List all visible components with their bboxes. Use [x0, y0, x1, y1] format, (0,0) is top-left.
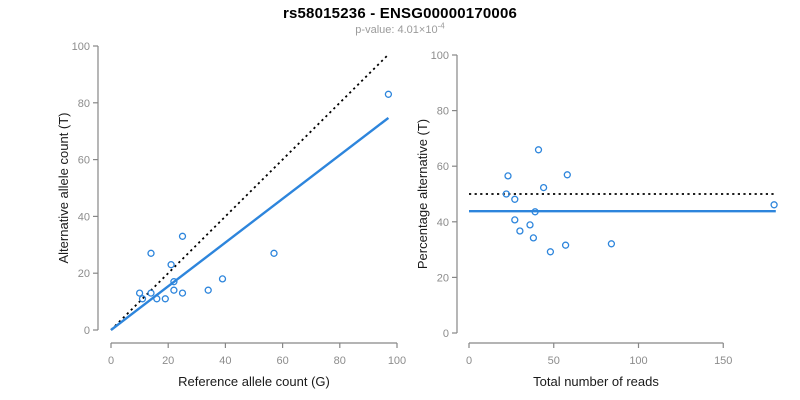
fitted-proportion-line — [110, 116, 390, 331]
x-tick-label: 0 — [466, 355, 472, 367]
data-point — [161, 295, 169, 303]
x-tick-label: 20 — [162, 355, 174, 367]
y-tick-label: 100 — [431, 50, 449, 62]
x-tick-label: 100 — [388, 355, 406, 367]
y-tick-label: 20 — [78, 268, 90, 280]
p-value-label: p-value: — [355, 24, 395, 36]
right-x-axis-title: Total number of reads — [533, 374, 659, 389]
x-tick-label: 80 — [334, 355, 346, 367]
data-point — [607, 240, 616, 248]
y-tick-label: 0 — [443, 328, 449, 340]
y-tick-label: 100 — [72, 41, 90, 53]
data-point — [526, 221, 534, 229]
y-tick-label: 20 — [437, 272, 449, 284]
figure-title: rs58015236 - ENSG00000170006 — [282, 5, 518, 22]
x-tick-label: 100 — [629, 355, 647, 367]
data-point — [529, 234, 538, 242]
data-point — [204, 286, 212, 294]
p-value-subtitle: p-value: 4.01×10-4 — [0, 21, 800, 36]
data-point — [384, 90, 393, 98]
x-tick-label: 40 — [219, 355, 231, 367]
left-scatter-panel: 0 20 40 60 80 100 0 20 40 60 80 100 — [72, 41, 407, 367]
data-point — [534, 146, 543, 154]
data-point — [153, 295, 161, 303]
left-y-axis-title: Alternative allele count (T) — [56, 112, 71, 263]
left-x-axis-title: Reference allele count (G) — [178, 374, 330, 389]
right-scatter-panel: 0 20 40 60 80 100 0 50 100 150 — [431, 50, 778, 367]
data-point — [511, 195, 519, 203]
data-point — [561, 241, 570, 249]
data-point — [147, 289, 155, 297]
data-point — [270, 249, 278, 257]
data-point — [147, 249, 155, 257]
x-tick-label: 50 — [548, 355, 560, 367]
data-point — [531, 208, 539, 216]
data-point — [170, 278, 178, 286]
data-point — [770, 201, 778, 209]
data-point — [167, 261, 175, 269]
p-value-base: 4.01×10 — [397, 24, 438, 36]
data-point — [218, 275, 227, 283]
y-tick-label: 80 — [437, 106, 449, 118]
data-point — [511, 216, 519, 224]
data-point — [170, 286, 178, 294]
y-tick-label: 40 — [78, 211, 90, 223]
p-value-exponent: -4 — [437, 21, 445, 31]
data-point — [502, 190, 510, 198]
data-point — [135, 289, 144, 297]
right-y-axis-title: Percentage alternative (T) — [415, 119, 430, 269]
identity-line — [110, 53, 390, 331]
x-tick-label: 60 — [276, 355, 288, 367]
data-point — [178, 232, 187, 240]
y-tick-label: 60 — [78, 155, 90, 167]
data-point — [546, 248, 555, 256]
data-point — [138, 295, 147, 303]
data-point — [178, 289, 187, 297]
data-point — [516, 227, 524, 235]
y-tick-label: 0 — [84, 325, 90, 337]
x-tick-label: 150 — [714, 355, 732, 367]
y-tick-label: 60 — [437, 161, 449, 173]
panels-group: 0 20 40 60 80 100 0 20 40 60 80 100 0 20 40 60 80 100 0 50 1… — [72, 41, 778, 367]
x-tick-label: 0 — [108, 355, 114, 367]
y-tick-label: 40 — [437, 217, 449, 229]
data-point — [504, 172, 512, 180]
data-point — [539, 183, 548, 192]
data-point — [563, 171, 571, 179]
y-tick-label: 80 — [78, 98, 90, 110]
